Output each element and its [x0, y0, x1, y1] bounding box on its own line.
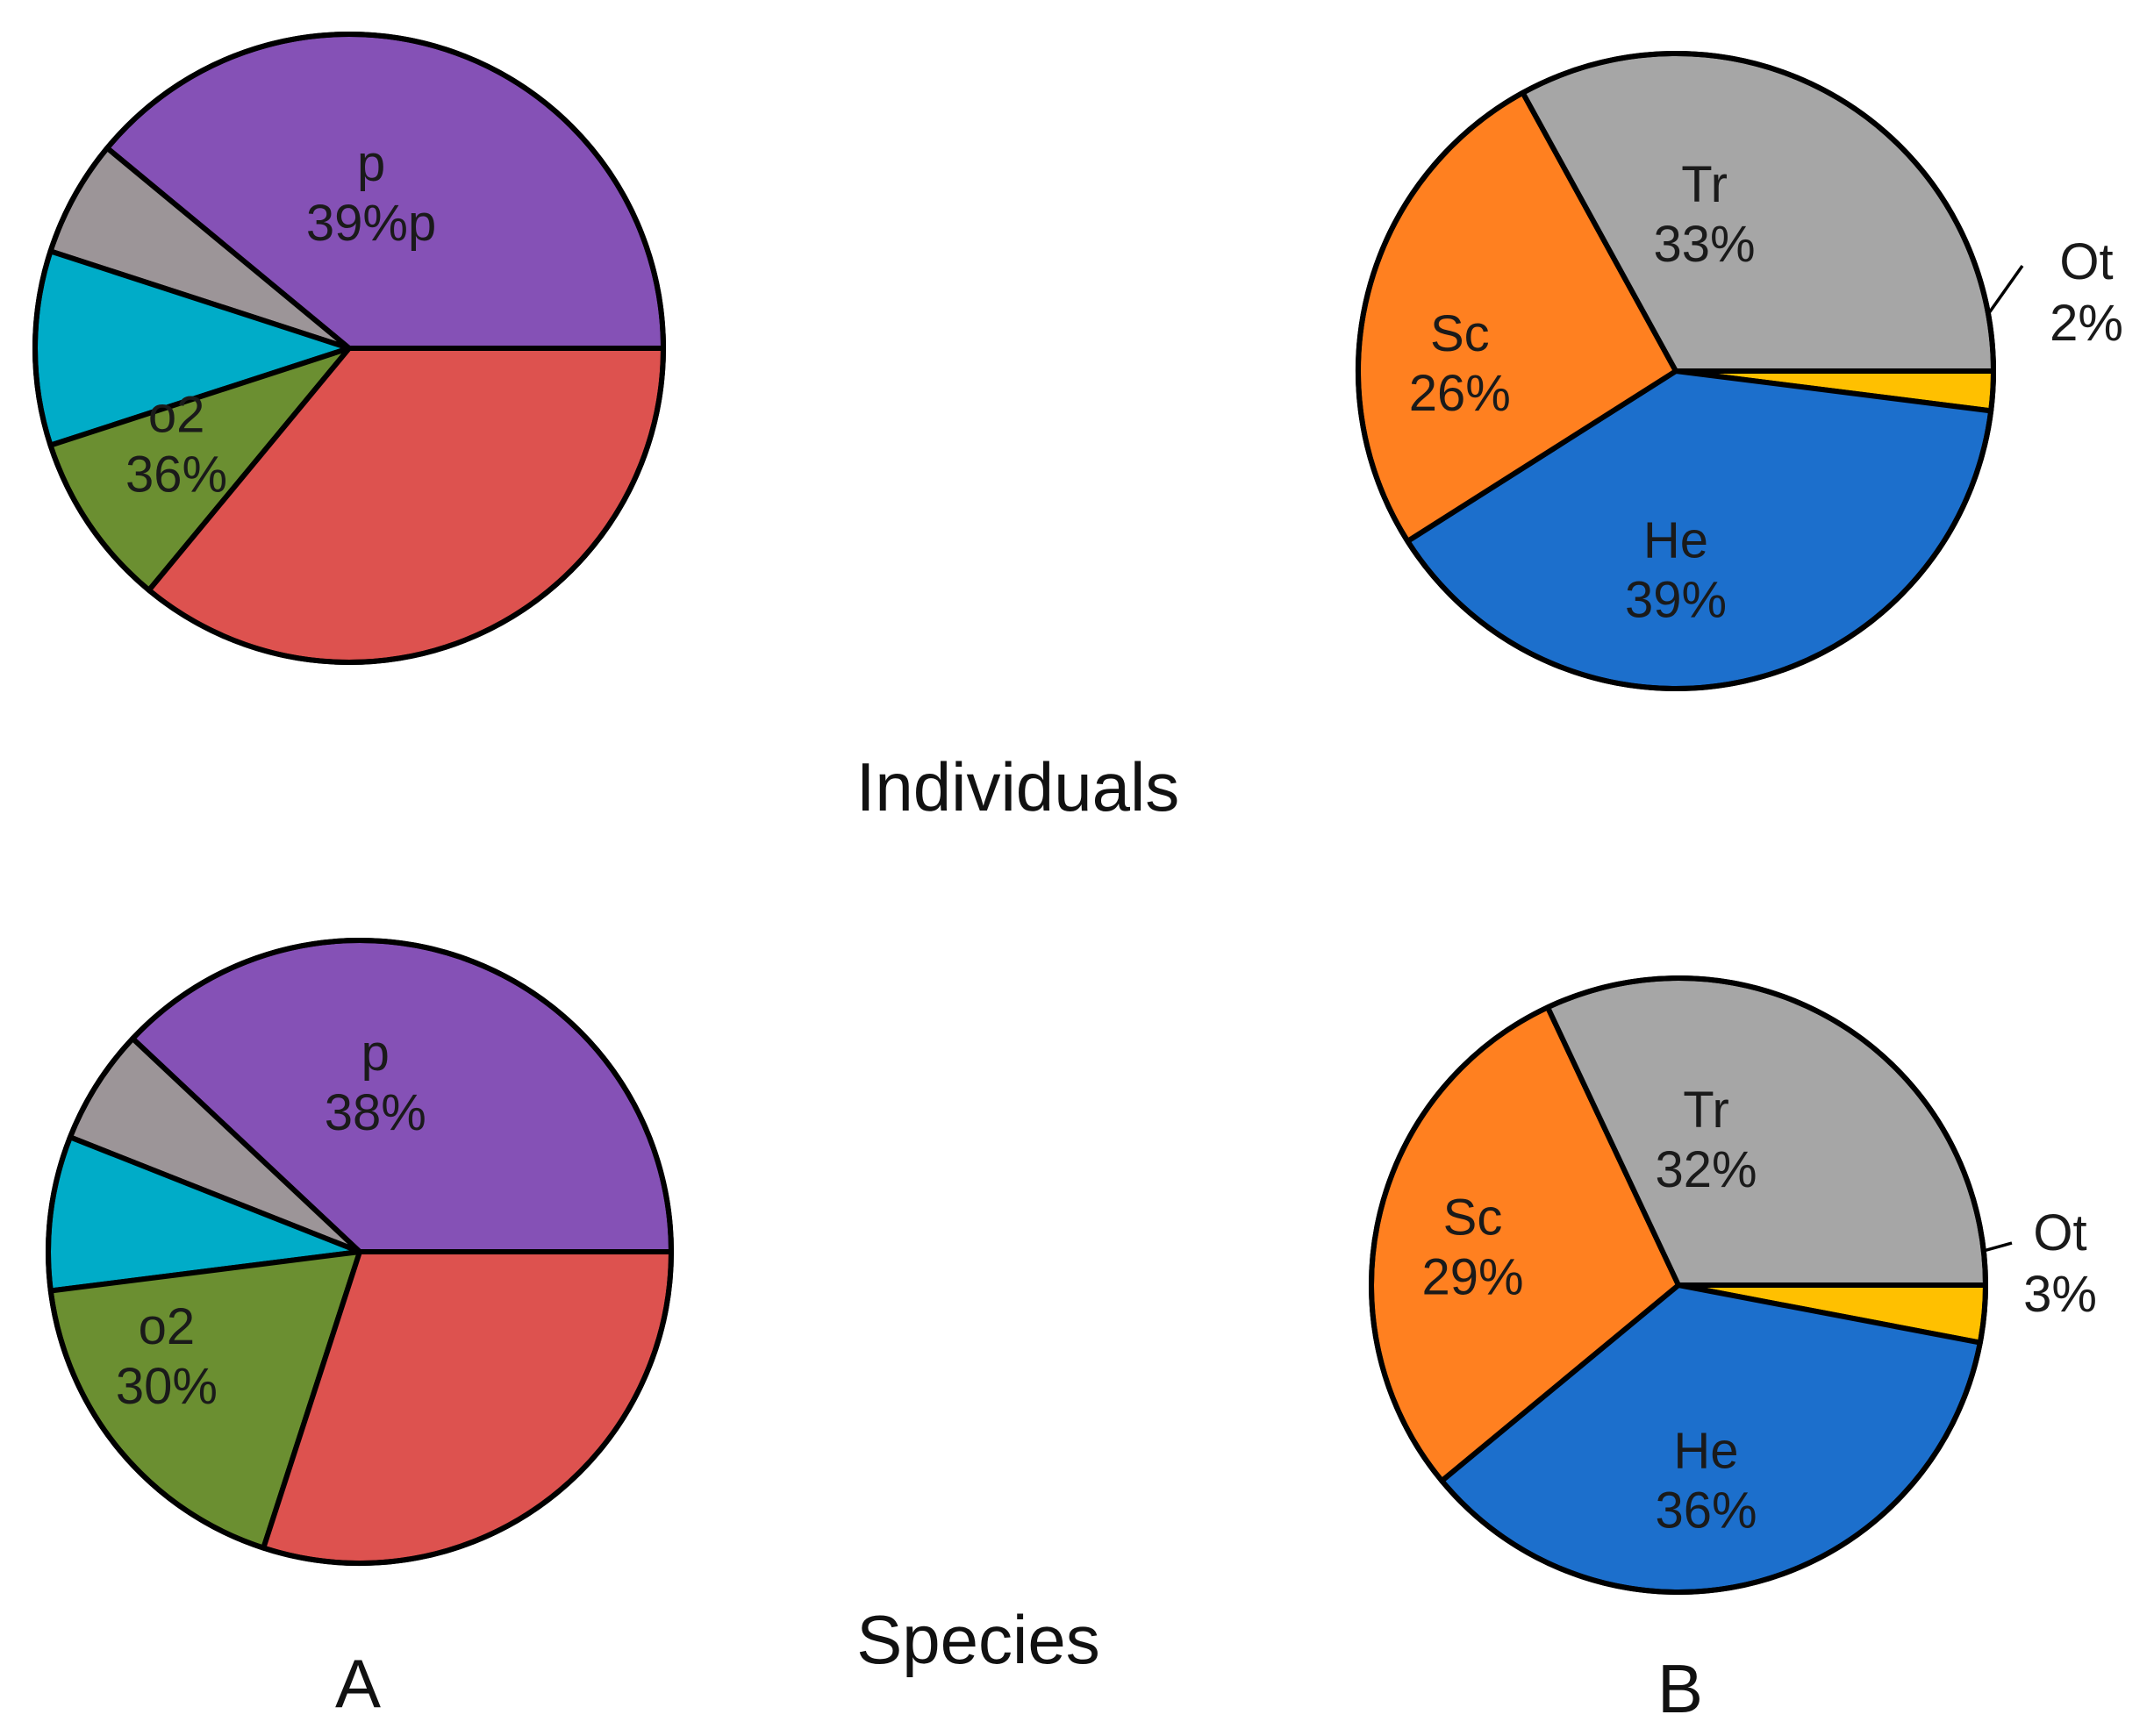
slice-name-sc: Sc: [1443, 1189, 1503, 1247]
slice-name-ot: Ot: [2033, 1204, 2086, 1261]
pie-outline: [46, 938, 674, 1566]
pie-outline: [1369, 975, 1988, 1595]
slice-percent-ot: 3%: [2023, 1266, 2097, 1323]
slice-percent-p: 38%: [325, 1084, 426, 1141]
slice-name-tr: Tr: [1681, 156, 1728, 213]
slice-percent-he: 39%: [1625, 571, 1727, 628]
slice-percent-sc: 26%: [1409, 365, 1511, 422]
slice-name-tr: Tr: [1683, 1082, 1729, 1139]
slice-name-p: p: [361, 1025, 390, 1082]
slice-name-p: p: [357, 135, 385, 192]
pie-outline: [32, 32, 666, 665]
slice-percent-tr: 33%: [1654, 216, 1756, 273]
slice-percent-p: 39%p: [306, 195, 436, 252]
panel-label-a: A: [335, 1645, 381, 1722]
row-label-species: Species: [856, 1601, 1100, 1678]
panel-label-b: B: [1657, 1650, 1703, 1727]
slice-percent-ot: 2%: [2050, 295, 2123, 352]
slice-name-o2: o2: [139, 1298, 196, 1355]
slice-name-he: He: [1643, 511, 1708, 568]
slice-percent-he: 36%: [1655, 1482, 1757, 1540]
row-label-individuals: Individuals: [856, 748, 1180, 825]
slice-percent-o2: 36%: [125, 446, 227, 503]
slice-name-sc: Sc: [1430, 305, 1490, 362]
slice-percent-tr: 32%: [1655, 1141, 1757, 1198]
slice-percent-sc: 29%: [1421, 1249, 1523, 1306]
pie-outline: [1356, 51, 1996, 691]
slice-name-ot: Ot: [2059, 233, 2113, 290]
slice-percent-o2: 30%: [116, 1358, 218, 1415]
slice-name-o2: o2: [148, 386, 205, 443]
slice-name-he: He: [1673, 1423, 1738, 1480]
